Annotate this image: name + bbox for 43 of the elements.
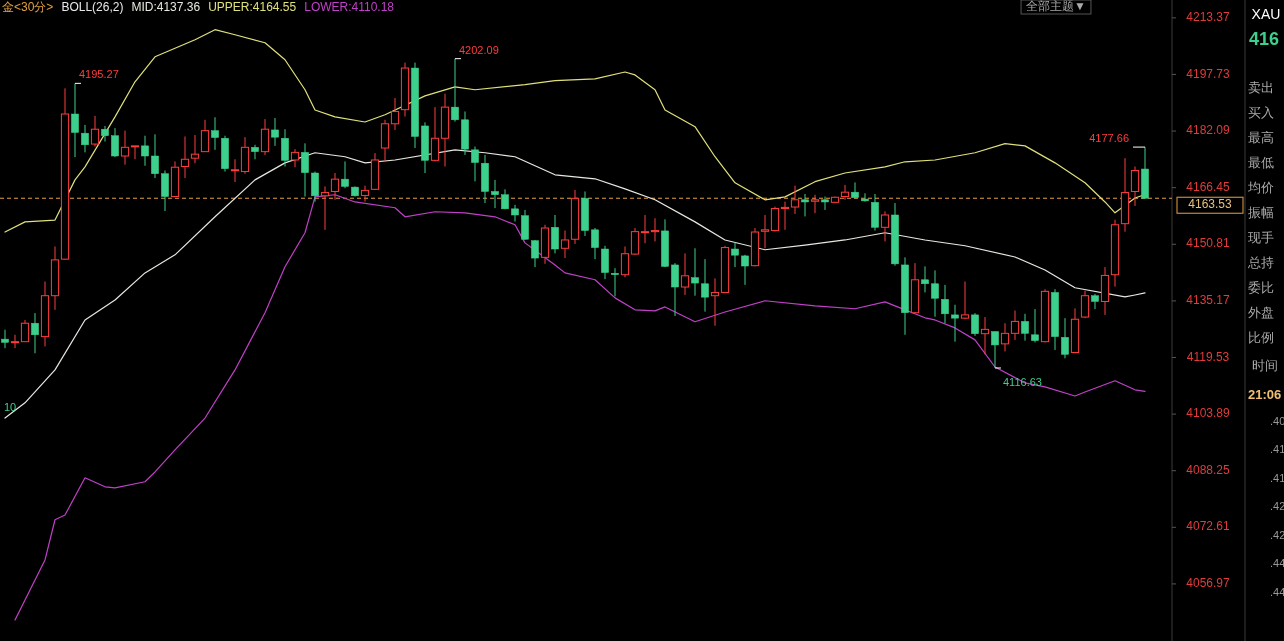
- note: 委比: [1248, 280, 1274, 296]
- note: 买入: [1248, 105, 1274, 121]
- note: 外盘: [1248, 305, 1274, 321]
- note: .41: [1270, 471, 1284, 484]
- note: 现手: [1248, 230, 1274, 246]
- note: 时间: [1252, 358, 1278, 374]
- y-tick-label: 4088.25: [1186, 462, 1231, 477]
- note: 10: [4, 400, 17, 413]
- y-tick-label: 4103.89: [1186, 406, 1231, 421]
- extreme-label: 4202.09: [454, 43, 499, 60]
- note: .42: [1270, 500, 1284, 513]
- note: 最高: [1248, 130, 1274, 146]
- note: 总持: [1248, 255, 1274, 271]
- note: 振幅: [1248, 205, 1274, 221]
- note: .42: [1270, 528, 1284, 541]
- annotation: 4195.27: [79, 68, 119, 81]
- note: 比例: [1248, 330, 1274, 346]
- y-tick-label: 4072.61: [1186, 519, 1231, 534]
- y-tick-label: 4166.45: [1186, 179, 1231, 194]
- note: 均价: [1248, 180, 1274, 196]
- extreme-label: 4195.27: [74, 68, 119, 84]
- y-tick-label: 4119.53: [1186, 349, 1230, 364]
- ref-label: 4163.53: [1176, 196, 1244, 214]
- note: .40: [1270, 414, 1284, 427]
- note: 416: [1249, 28, 1280, 49]
- annotation: 4202.09: [459, 43, 499, 56]
- extreme-label: 4177.66: [1089, 132, 1146, 148]
- annotation: 4177.66: [1089, 132, 1129, 144]
- note: XAU: [1251, 5, 1281, 22]
- y-tick-label: 4135.17: [1186, 293, 1231, 308]
- ref-line-label: 4163.53: [1188, 197, 1233, 212]
- y-tick-label: 4150.81: [1186, 236, 1231, 251]
- y-tick-label: 4056.97: [1186, 576, 1231, 591]
- note: 全部主题▼: [1020, 0, 1092, 15]
- y-tick-label: 4182.09: [1186, 123, 1231, 138]
- note: .41: [1270, 443, 1284, 456]
- legend: 金<30分> BOLL(26,2) MID:4137.36 UPPER:4164.55 LOWER:4110.18: [2, 0, 395, 15]
- note: 卖出: [1248, 80, 1274, 96]
- note: 最低: [1248, 155, 1274, 171]
- y-tick-label: 4213.37: [1186, 10, 1231, 25]
- annotation: 全部主题▼: [1026, 0, 1086, 14]
- note: 21:06: [1248, 387, 1282, 403]
- y-tick-label: 4197.73: [1186, 66, 1231, 81]
